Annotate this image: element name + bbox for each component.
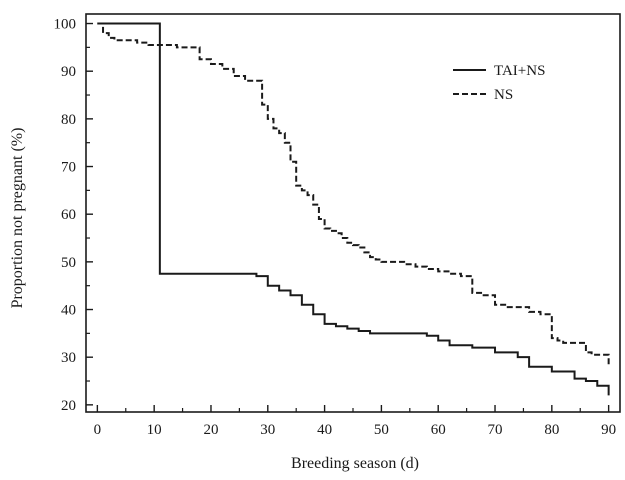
y-tick-label: 70 bbox=[61, 160, 76, 176]
x-tick-label: 50 bbox=[374, 422, 389, 438]
x-tick-label: 70 bbox=[488, 422, 503, 438]
legend-label-ns: NS bbox=[494, 87, 513, 103]
x-tick-label: 30 bbox=[260, 422, 275, 438]
x-axis-title: Breeding season (d) bbox=[291, 455, 419, 472]
x-tick-label: 40 bbox=[317, 422, 332, 438]
y-tick-label: 90 bbox=[61, 64, 76, 80]
x-tick-label: 0 bbox=[94, 422, 102, 438]
y-tick-label: 20 bbox=[61, 398, 76, 414]
y-axis-title: Proportion not pregnant (%) bbox=[9, 128, 26, 309]
series-line-tai-ns bbox=[97, 22, 610, 396]
y-tick-label: 30 bbox=[61, 350, 76, 366]
x-axis: 0 10 20 30 40 50 60 70 80 90 bbox=[94, 405, 616, 438]
x-tick-label: 80 bbox=[544, 422, 559, 438]
legend: TAI+NS NS bbox=[453, 63, 545, 103]
legend-label-tai-ns: TAI+NS bbox=[494, 63, 545, 79]
y-axis: 20 30 40 50 60 70 80 90 100 bbox=[54, 17, 93, 414]
x-tick-label: 10 bbox=[147, 422, 162, 438]
y-tick-label: 50 bbox=[61, 255, 76, 271]
y-tick-label: 80 bbox=[61, 112, 76, 128]
x-tick-label: 90 bbox=[601, 422, 616, 438]
x-tick-label: 60 bbox=[431, 422, 446, 438]
y-tick-label: 40 bbox=[61, 303, 76, 319]
x-tick-label: 20 bbox=[203, 422, 218, 438]
y-tick-label: 100 bbox=[54, 17, 77, 33]
series-layer bbox=[97, 22, 610, 396]
series-line-ns bbox=[97, 22, 610, 367]
y-tick-label: 60 bbox=[61, 207, 76, 223]
